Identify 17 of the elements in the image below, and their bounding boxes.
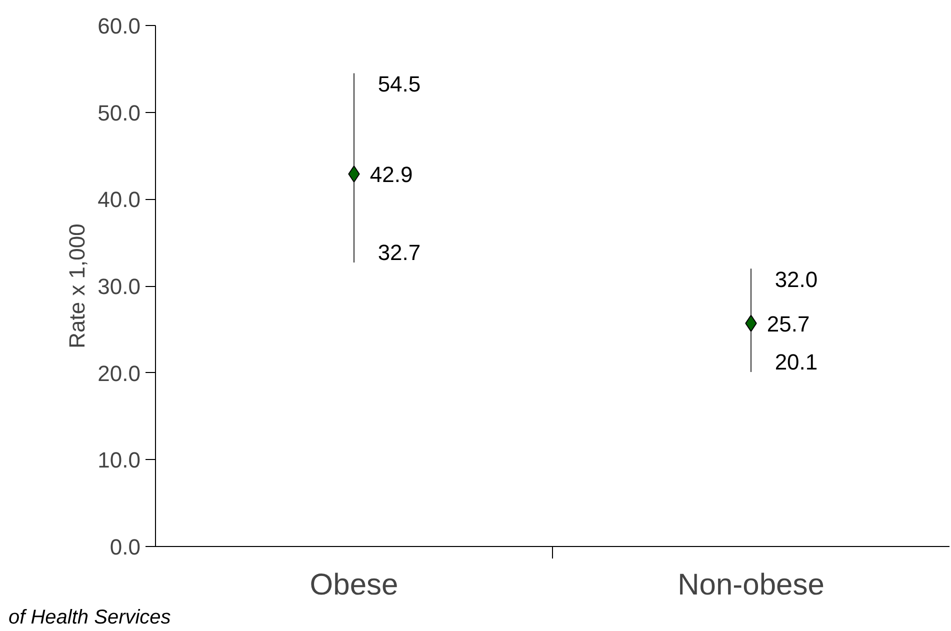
- y-tick-label: 20.0: [98, 360, 141, 386]
- y-tick-label: 10.0: [98, 448, 141, 473]
- y-tick-label: 50.0: [98, 100, 141, 126]
- data-label: 42.9: [370, 162, 413, 187]
- annotation: 32.0: [774, 267, 818, 292]
- y-axis-title: Rate x 1,000: [64, 224, 90, 348]
- y-tick-label: 30.0: [98, 274, 141, 299]
- annotation: 20.1: [774, 350, 818, 375]
- x-tick-label: Obese: [310, 568, 398, 602]
- y-tick-label: 40.0: [98, 187, 141, 212]
- y-tick-label: 60.0: [98, 14, 141, 38]
- text: of Health Services: [8, 606, 171, 628]
- data-label: 25.7: [766, 311, 810, 336]
- x-tick-label: Non-obese: [678, 568, 824, 602]
- annotation: 32.7: [378, 240, 421, 266]
- annotation: 54.5: [378, 72, 421, 97]
- y-tick-label: 0.0: [110, 534, 141, 560]
